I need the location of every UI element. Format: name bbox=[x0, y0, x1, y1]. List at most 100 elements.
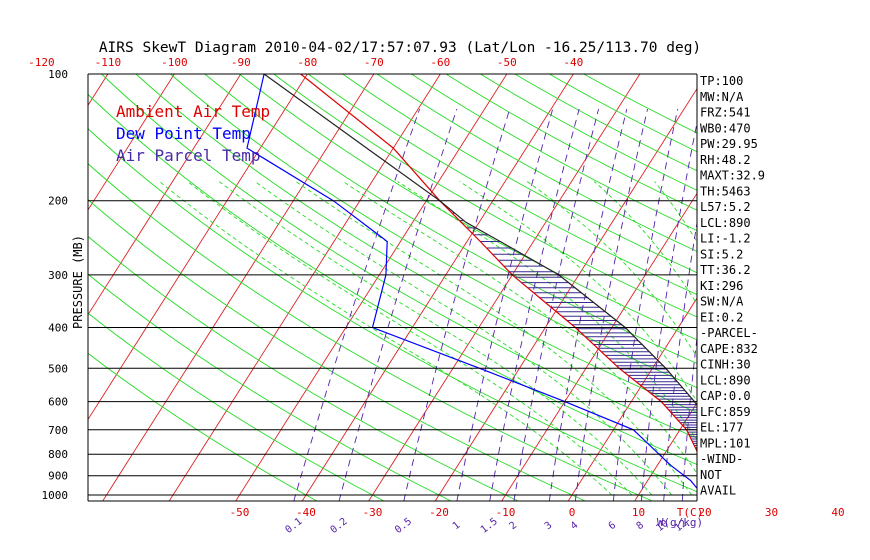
moist-adiabat-line bbox=[187, 181, 633, 496]
moist-adiabat-line bbox=[397, 181, 697, 441]
isotherm-line bbox=[501, 192, 697, 501]
pressure-tick-label: 600 bbox=[48, 396, 68, 409]
isotherm-line bbox=[766, 55, 870, 504]
bottom-temp-tick-label: -40 bbox=[296, 506, 316, 519]
mixing-ratio-line bbox=[513, 108, 600, 501]
isotherm-line bbox=[88, 74, 242, 316]
bottom-temp-tick-label: 30 bbox=[765, 506, 778, 519]
bottom-temp-tick-label: -50 bbox=[230, 506, 250, 519]
dry-adiabat-line bbox=[238, 74, 697, 341]
dewpoint-line bbox=[246, 74, 697, 489]
index-entry: LI:-1.2 bbox=[700, 232, 751, 246]
dry-adiabat-line bbox=[341, 74, 697, 274]
index-entry: CAP:0.0 bbox=[700, 389, 751, 403]
index-entry: TT:36.2 bbox=[700, 263, 751, 277]
legend-entry: Dew Point Temp bbox=[116, 124, 251, 143]
pressure-tick-label: 200 bbox=[48, 195, 68, 208]
mixing-ratio-line bbox=[548, 108, 628, 501]
mixing-ratio-tick-label: 1 bbox=[451, 520, 463, 532]
chart-title: AIRS SkewT Diagram 2010-04-02/17:57:07.9… bbox=[99, 40, 701, 56]
mixing-ratio-line bbox=[663, 220, 697, 501]
top-temp-tick-label: -40 bbox=[563, 56, 583, 69]
index-entry: EI:0.2 bbox=[700, 310, 743, 324]
legend: Ambient Air Temp Dew Point Temp Air Parcel… bbox=[116, 102, 270, 165]
dry-adiabat-line bbox=[514, 74, 697, 172]
dry-adiabat-line bbox=[272, 74, 697, 318]
index-entry: NOT bbox=[700, 468, 722, 482]
top-temp-tick-label: -120 bbox=[28, 56, 55, 69]
moist-adiabat-line bbox=[748, 182, 851, 496]
mixing-ratio-tick-label: 2 bbox=[508, 520, 520, 532]
bottom-temp-tick-label: 40 bbox=[831, 506, 844, 519]
dry-adiabat-line bbox=[445, 74, 697, 211]
moist-adiabat-line bbox=[218, 181, 653, 496]
index-entry: KI:296 bbox=[700, 279, 743, 293]
index-entry: LCL:890 bbox=[700, 373, 751, 387]
top-temp-tick-label: -50 bbox=[497, 56, 517, 69]
mixing-ratio-line bbox=[761, 109, 793, 501]
mixing-ratio-line bbox=[612, 108, 679, 501]
mixing-ratio-tick-label: 3 bbox=[543, 520, 555, 532]
index-entry: CAPE:832 bbox=[700, 342, 758, 356]
dry-adiabat-line bbox=[479, 74, 697, 191]
mixing-ratio-line bbox=[640, 120, 697, 501]
index-entry: L57:5.2 bbox=[700, 200, 751, 214]
temp-axis-label: T(C) bbox=[677, 506, 704, 519]
isotherm-line bbox=[88, 74, 308, 421]
index-entry: MAXT:32.9 bbox=[700, 169, 765, 183]
isotherm-line bbox=[634, 402, 697, 501]
index-entry: WB0:470 bbox=[700, 121, 751, 135]
index-entry: AVAIL bbox=[700, 484, 736, 498]
isotherm-line bbox=[434, 87, 697, 501]
index-entry: SI:5.2 bbox=[700, 247, 743, 261]
mixing-ratio-tick-label: 0.5 bbox=[393, 516, 414, 536]
mixing-ratio-line bbox=[489, 108, 580, 501]
dry-adiabat-line bbox=[307, 74, 697, 296]
dry-adiabat-line bbox=[204, 74, 697, 364]
index-entry: TP:100 bbox=[700, 74, 743, 88]
index-entry: LFC:859 bbox=[700, 405, 751, 419]
mixing-ratio-line bbox=[681, 333, 697, 501]
bottom-temp-tick-label: 10 bbox=[632, 506, 645, 519]
index-entry: FRZ:541 bbox=[700, 106, 751, 120]
bottom-temp-tick-label: 0 bbox=[569, 506, 576, 519]
mixing-ratio-line bbox=[781, 109, 809, 501]
index-entry: PW:29.95 bbox=[700, 137, 758, 151]
index-entry: RH:48.2 bbox=[700, 153, 751, 167]
isotherm-line bbox=[368, 74, 641, 501]
index-entry: MW:N/A bbox=[700, 90, 744, 104]
isotherm-line bbox=[301, 74, 574, 501]
bottom-temp-tick-label: -20 bbox=[429, 506, 449, 519]
dry-adiabat-line bbox=[376, 74, 697, 252]
isotherm-line bbox=[567, 297, 697, 501]
moist-adiabat-line bbox=[159, 181, 613, 496]
index-entry: -PARCEL- bbox=[700, 326, 758, 340]
moist-adiabat-line bbox=[342, 181, 697, 475]
dry-adiabat-line bbox=[169, 74, 697, 389]
mixing-ratio-line bbox=[293, 108, 421, 501]
bottom-temp-tick-label: -10 bbox=[496, 506, 516, 519]
cape-hatch bbox=[452, 212, 697, 451]
mixing-ratio-line bbox=[403, 108, 511, 501]
dry-adiabat-line bbox=[410, 74, 697, 232]
index-entry: TH:5463 bbox=[700, 184, 751, 198]
top-temp-tick-label: -100 bbox=[161, 56, 188, 69]
pressure-tick-label: 800 bbox=[48, 448, 68, 461]
mixing-ratio-tick-label: 8 bbox=[635, 520, 647, 532]
index-entry: SW:N/A bbox=[700, 295, 744, 309]
pressure-tick-label: 1000 bbox=[42, 489, 69, 502]
index-entry: MPL:101 bbox=[700, 436, 751, 450]
moist-adiabat-line bbox=[818, 182, 870, 496]
mixing-ratio-line bbox=[813, 109, 834, 501]
mixing-ratio-tick-label: 0.2 bbox=[329, 516, 350, 536]
mixing-ratio-tick-label: 0.1 bbox=[283, 516, 304, 536]
top-temp-tick-label: -110 bbox=[95, 56, 122, 69]
legend-entry: Air Parcel Temp bbox=[116, 146, 261, 165]
bottom-temp-tick-label: 20 bbox=[698, 506, 711, 519]
isotherm-line bbox=[88, 74, 175, 211]
dry-adiabat-line bbox=[135, 74, 697, 414]
moist-adiabat-line bbox=[295, 181, 693, 496]
